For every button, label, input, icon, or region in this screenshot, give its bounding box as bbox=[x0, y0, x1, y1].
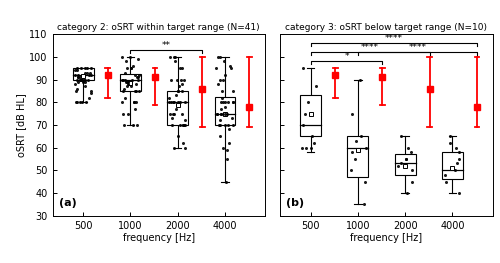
Text: (b): (b) bbox=[286, 198, 304, 208]
Bar bbox=[394, 154, 415, 175]
Text: *: * bbox=[344, 52, 349, 61]
Bar bbox=[300, 95, 321, 136]
X-axis label: frequency [Hz]: frequency [Hz] bbox=[122, 233, 195, 243]
Text: (a): (a) bbox=[59, 198, 76, 208]
Text: **: ** bbox=[162, 41, 171, 50]
Text: ****: **** bbox=[361, 43, 379, 52]
Text: ****: **** bbox=[408, 43, 426, 52]
X-axis label: frequency [Hz]: frequency [Hz] bbox=[350, 233, 422, 243]
Bar bbox=[73, 68, 94, 79]
Text: ****: **** bbox=[385, 34, 403, 43]
Bar bbox=[214, 97, 236, 125]
Y-axis label: oSRT [dB HL]: oSRT [dB HL] bbox=[16, 93, 26, 157]
Title: category 2: oSRT within target range (N=41): category 2: oSRT within target range (N=… bbox=[58, 23, 260, 32]
Bar bbox=[168, 91, 188, 125]
Bar bbox=[348, 136, 368, 177]
Bar bbox=[442, 152, 462, 179]
Title: category 3: oSRT below target range (N=10): category 3: oSRT below target range (N=1… bbox=[285, 23, 487, 32]
Bar bbox=[120, 74, 141, 91]
